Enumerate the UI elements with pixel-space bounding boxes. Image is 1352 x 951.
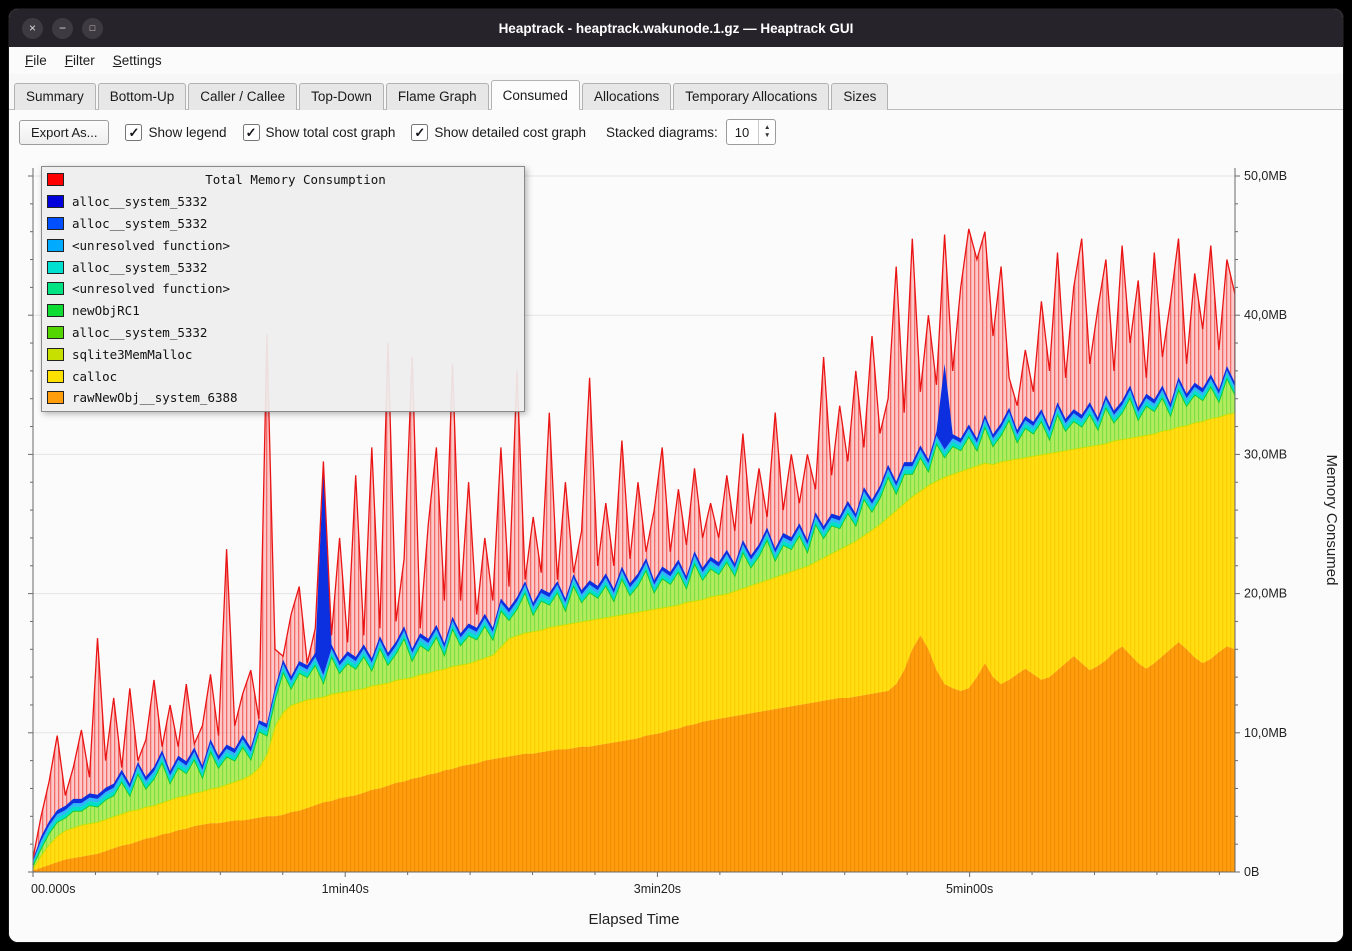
svg-text:Memory Consumed: Memory Consumed: [1323, 455, 1339, 586]
tab-top-down[interactable]: Top-Down: [299, 83, 384, 110]
minimize-icon: −: [59, 22, 66, 34]
export-as-button[interactable]: Export As...: [19, 120, 109, 145]
legend-swatch-icon: [47, 348, 64, 361]
legend-label: sqlite3MemMalloc: [72, 347, 192, 362]
svg-text:30,0MB: 30,0MB: [1244, 447, 1287, 461]
svg-text:10,0MB: 10,0MB: [1244, 726, 1287, 740]
tab-sizes[interactable]: Sizes: [831, 83, 888, 110]
legend-swatch-icon: [47, 391, 64, 404]
close-icon: ×: [29, 22, 36, 34]
titlebar[interactable]: × − □ Heaptrack - heaptrack.wakunode.1.g…: [9, 9, 1343, 47]
svg-text:40,0MB: 40,0MB: [1244, 308, 1287, 322]
window-title: Heaptrack - heaptrack.wakunode.1.gz — He…: [9, 21, 1343, 36]
legend-item: alloc__system_5332: [47, 256, 519, 278]
legend-item: newObjRC1: [47, 300, 519, 322]
close-button[interactable]: ×: [22, 18, 43, 39]
legend-label: <unresolved function>: [72, 238, 230, 253]
svg-text:00.000s: 00.000s: [31, 882, 75, 896]
minimize-button[interactable]: −: [52, 18, 73, 39]
legend-swatch-icon: [47, 282, 64, 295]
maximize-button[interactable]: □: [82, 18, 103, 39]
checkmark-icon: ✓: [411, 124, 428, 141]
show-detailed-cost-label: Show detailed cost graph: [434, 125, 586, 140]
svg-text:1min40s: 1min40s: [322, 882, 369, 896]
legend-label: alloc__system_5332: [72, 260, 207, 275]
legend-label: rawNewObj__system_6388: [72, 390, 238, 405]
chart-legend: Total Memory Consumption alloc__system_5…: [41, 166, 525, 412]
menubar: File Filter Settings: [9, 47, 1343, 74]
legend-item: alloc__system_5332: [47, 191, 519, 213]
tab-flame-graph[interactable]: Flame Graph: [386, 83, 489, 110]
svg-text:5min00s: 5min00s: [946, 882, 993, 896]
tabbar: Summary Bottom-Up Caller / Callee Top-Do…: [9, 74, 1343, 110]
show-total-cost-checkbox[interactable]: ✓ Show total cost graph: [243, 124, 396, 141]
svg-text:20,0MB: 20,0MB: [1244, 587, 1287, 601]
tab-consumed[interactable]: Consumed: [491, 80, 580, 110]
tab-bottom-up[interactable]: Bottom-Up: [98, 83, 187, 110]
show-legend-label: Show legend: [148, 125, 226, 140]
legend-label: newObjRC1: [72, 303, 140, 318]
menu-settings[interactable]: Settings: [105, 50, 170, 71]
legend-item: calloc: [47, 365, 519, 387]
checkmark-icon: ✓: [243, 124, 260, 141]
show-legend-checkbox[interactable]: ✓ Show legend: [125, 124, 226, 141]
maximize-icon: □: [90, 24, 95, 33]
legend-swatch-icon: [47, 217, 64, 230]
window-controls: × − □: [9, 18, 103, 39]
spin-up-icon[interactable]: ▲: [764, 124, 770, 132]
menu-file[interactable]: File: [17, 50, 55, 71]
total-swatch-icon: [47, 173, 64, 186]
legend-swatch-icon: [47, 304, 64, 317]
legend-item: alloc__system_5332: [47, 213, 519, 235]
svg-text:3min20s: 3min20s: [634, 882, 681, 896]
spinner-arrows[interactable]: ▲ ▼: [758, 120, 775, 144]
legend-item: <unresolved function>: [47, 278, 519, 300]
legend-title: Total Memory Consumption: [72, 172, 519, 187]
tab-temporary-allocations[interactable]: Temporary Allocations: [673, 83, 829, 110]
chart-area: 0B 10,0MB 20,0MB 30,0MB 40,0MB 50,0MB 00.000s 1…: [9, 154, 1343, 942]
legend-label: alloc__system_5332: [72, 325, 207, 340]
show-total-cost-label: Show total cost graph: [266, 125, 396, 140]
legend-label: <unresolved function>: [72, 281, 230, 296]
spinner-value: 10: [727, 120, 758, 144]
app-window: × − □ Heaptrack - heaptrack.wakunode.1.g…: [8, 8, 1344, 943]
legend-title-row: Total Memory Consumption: [47, 169, 519, 191]
legend-label: calloc: [72, 369, 117, 384]
legend-item: rawNewObj__system_6388: [47, 387, 519, 409]
legend-swatch-icon: [47, 195, 64, 208]
toolbar: Export As... ✓ Show legend ✓ Show total …: [9, 110, 1343, 154]
tab-allocations[interactable]: Allocations: [582, 83, 671, 110]
legend-swatch-icon: [47, 239, 64, 252]
legend-label: alloc__system_5332: [72, 194, 207, 209]
legend-label: alloc__system_5332: [72, 216, 207, 231]
legend-item: sqlite3MemMalloc: [47, 343, 519, 365]
tab-summary[interactable]: Summary: [14, 83, 96, 110]
legend-item: alloc__system_5332: [47, 322, 519, 344]
tab-caller-callee[interactable]: Caller / Callee: [188, 83, 297, 110]
legend-swatch-icon: [47, 261, 64, 274]
legend-swatch-icon: [47, 370, 64, 383]
stacked-diagrams-spinner[interactable]: 10 ▲ ▼: [726, 119, 776, 145]
checkmark-icon: ✓: [125, 124, 142, 141]
svg-text:Elapsed Time: Elapsed Time: [589, 911, 680, 928]
legend-item: <unresolved function>: [47, 234, 519, 256]
show-detailed-cost-checkbox[interactable]: ✓ Show detailed cost graph: [411, 124, 586, 141]
legend-swatch-icon: [47, 326, 64, 339]
svg-text:50,0MB: 50,0MB: [1244, 169, 1287, 183]
svg-text:0B: 0B: [1244, 865, 1259, 879]
stacked-diagrams-label: Stacked diagrams:: [606, 125, 718, 140]
spin-down-icon[interactable]: ▼: [764, 132, 770, 140]
menu-filter[interactable]: Filter: [57, 50, 103, 71]
